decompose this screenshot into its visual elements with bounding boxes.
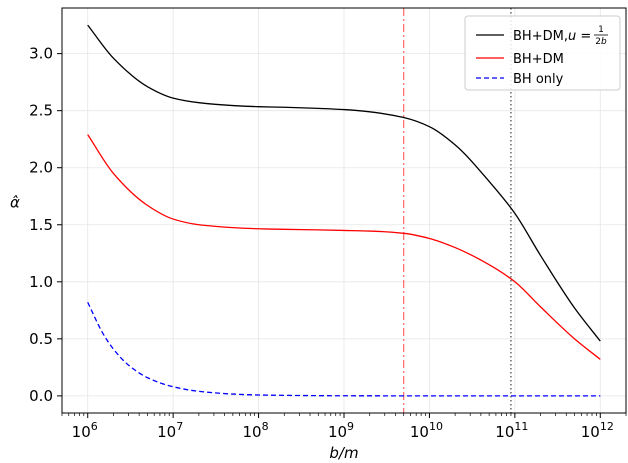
x-tick-label: 107: [157, 420, 183, 441]
y-tick-label: 1.5: [29, 216, 53, 234]
denominator-b: b: [601, 37, 607, 47]
x-tick-base: 10: [328, 423, 347, 441]
x-tick-label: 106: [72, 420, 98, 441]
x-tick-base: 10: [410, 423, 429, 441]
legend-label-bh-dm-u-math: u: [568, 29, 576, 44]
x-axis-label: b/m: [329, 444, 358, 462]
x-tick-exponent: 8: [262, 420, 269, 433]
fraction-numerator: 1: [598, 25, 604, 35]
legend: BH+DM,u = 1 2b BH+DM BH only: [464, 15, 621, 91]
x-tick-exponent: 7: [176, 420, 183, 433]
x-tick-labels: 106 107 108 109 1010 1011 1012: [72, 420, 614, 441]
x-tick-label: 1011: [495, 420, 528, 441]
legend-label-bh-only: BH only: [513, 72, 564, 87]
reference-lines: [403, 8, 512, 413]
x-tick-label: 109: [328, 420, 354, 441]
x-tick-label: 108: [243, 420, 269, 441]
y-tick-label: 2.5: [29, 102, 53, 120]
x-tick-exponent: 12: [600, 420, 614, 433]
x-tick-exponent: 10: [429, 420, 443, 433]
y-tick-label: 2.0: [29, 159, 53, 177]
y-axis-label: α̂: [10, 194, 20, 212]
y-tick-labels: 0.0 0.5 1.0 1.5 2.0 2.5 3.0: [29, 45, 53, 405]
fraction-denominator: 2b: [595, 37, 607, 47]
legend-label-bh-dm-u: BH+DM,u =: [513, 29, 591, 44]
x-tick-base: 10: [581, 423, 600, 441]
legend-fraction-1-over-2b: 1 2b: [594, 25, 608, 47]
x-tick-exponent: 11: [514, 420, 528, 433]
y-tick-label: 1.0: [29, 273, 53, 291]
x-tick-label: 1012: [581, 420, 614, 441]
series-line-bh-only: [87, 302, 601, 397]
axis-ticks: [57, 53, 627, 418]
legend-label-bh-dm: BH+DM: [513, 52, 564, 67]
legend-label-bh-dm-u-prefix: BH+DM,: [513, 29, 568, 44]
legend-label-bh-dm-u-eq: =: [576, 29, 591, 44]
series-lines: [87, 24, 601, 397]
x-tick-base: 10: [495, 423, 514, 441]
x-tick-base: 10: [243, 423, 262, 441]
x-tick-exponent: 6: [91, 420, 98, 433]
denominator-two: 2: [595, 37, 601, 47]
x-tick-base: 10: [157, 423, 176, 441]
x-tick-base: 10: [72, 423, 91, 441]
x-tick-exponent: 9: [347, 420, 354, 433]
x-tick-label: 1010: [410, 420, 443, 441]
series-line-bh-dm-u: [87, 24, 601, 342]
y-tick-label: 0.0: [29, 387, 53, 405]
y-tick-label: 3.0: [29, 45, 53, 63]
y-tick-label: 0.5: [29, 330, 53, 348]
series-line-bh-dm: [87, 134, 601, 360]
